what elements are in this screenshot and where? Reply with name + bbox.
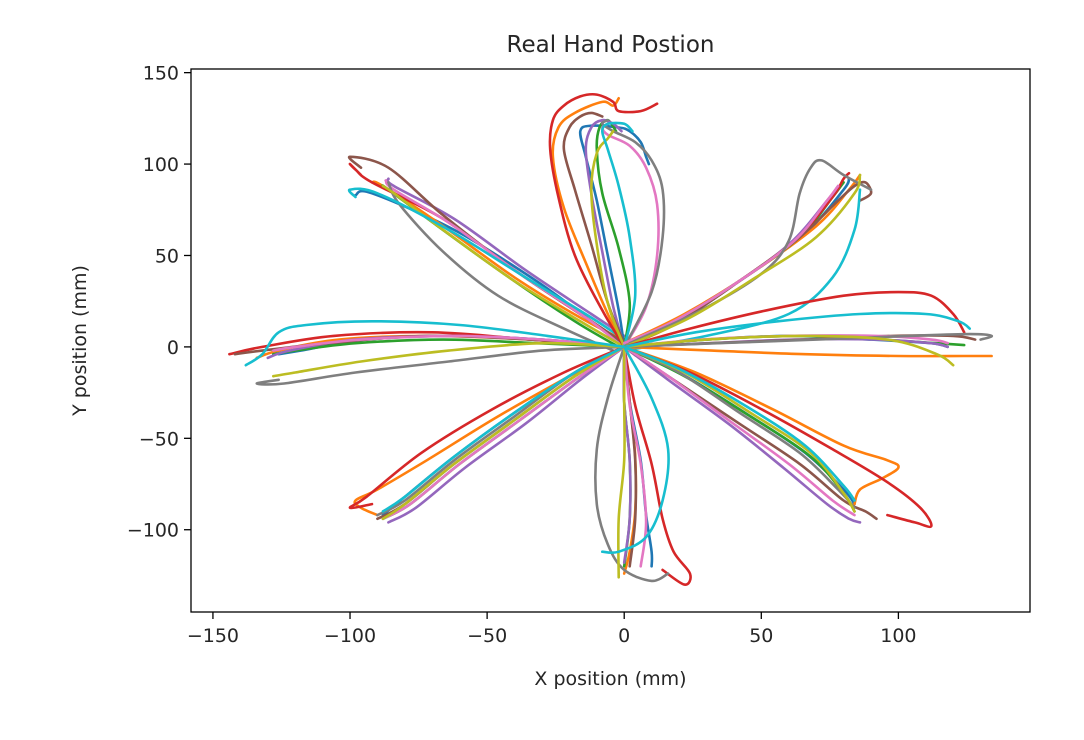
trajectory-line	[594, 345, 670, 583]
trajectory-line	[622, 345, 856, 510]
trajectory-line	[272, 334, 626, 352]
trajectory-line	[622, 184, 840, 345]
trajectory-line	[272, 341, 626, 378]
trajectory-line	[601, 121, 637, 349]
trajectory-line	[622, 345, 856, 517]
trajectory-line	[590, 129, 626, 349]
y-tick-label: 150	[143, 63, 179, 85]
y-axis: 150 100 50 0 −50 −100	[127, 63, 191, 542]
chart-title: Real Hand Postion	[507, 32, 715, 58]
trajectory-line	[387, 345, 626, 524]
trajectory-line	[381, 345, 626, 521]
trajectory-line	[617, 345, 626, 579]
trajectory-line	[622, 332, 994, 349]
trajectory-line	[384, 179, 620, 345]
trajectory-line	[622, 345, 862, 524]
y-tick-label: −50	[139, 428, 179, 450]
x-tick-label: −100	[324, 625, 376, 647]
y-tick-label: 50	[155, 245, 179, 267]
x-tick-label: 50	[749, 625, 773, 647]
trajectory-line	[601, 345, 670, 555]
trajectory-line	[348, 345, 626, 510]
trajectory-line	[622, 173, 862, 349]
trajectory-line	[548, 92, 659, 349]
trajectory-line	[622, 290, 966, 349]
trajectory-line	[622, 345, 993, 358]
y-tick-label: −100	[127, 520, 179, 542]
x-tick-label: −150	[187, 625, 239, 647]
trajectory-line	[255, 345, 626, 386]
x-axis-label: X position (mm)	[534, 668, 686, 690]
trajectory-line	[622, 345, 933, 529]
trajectory-line	[347, 187, 631, 345]
trajectory-line	[578, 124, 651, 349]
trajectories	[228, 92, 994, 586]
trajectory-line	[381, 345, 626, 513]
trajectory-line	[622, 334, 955, 367]
trajectory-line	[244, 320, 626, 367]
plot-frame	[190, 68, 1031, 613]
trajectory-line	[622, 345, 856, 502]
trajectory-line	[386, 177, 631, 341]
trajectory-line	[622, 345, 692, 586]
x-tick-label: −50	[467, 625, 507, 647]
trajectory-line	[381, 184, 626, 349]
trajectory-line	[622, 345, 900, 506]
y-tick-label: 100	[143, 154, 179, 176]
x-axis: −150 −100 −50 0 50 100	[187, 612, 917, 647]
x-tick-label: 0	[618, 625, 630, 647]
y-axis-label: Y position (mm)	[69, 265, 91, 417]
trajectory-line	[551, 97, 626, 349]
y-tick-label: 0	[167, 337, 179, 359]
trajectory-line	[381, 345, 626, 521]
x-tick-label: 100	[880, 625, 916, 647]
trajectory-line	[622, 311, 971, 349]
